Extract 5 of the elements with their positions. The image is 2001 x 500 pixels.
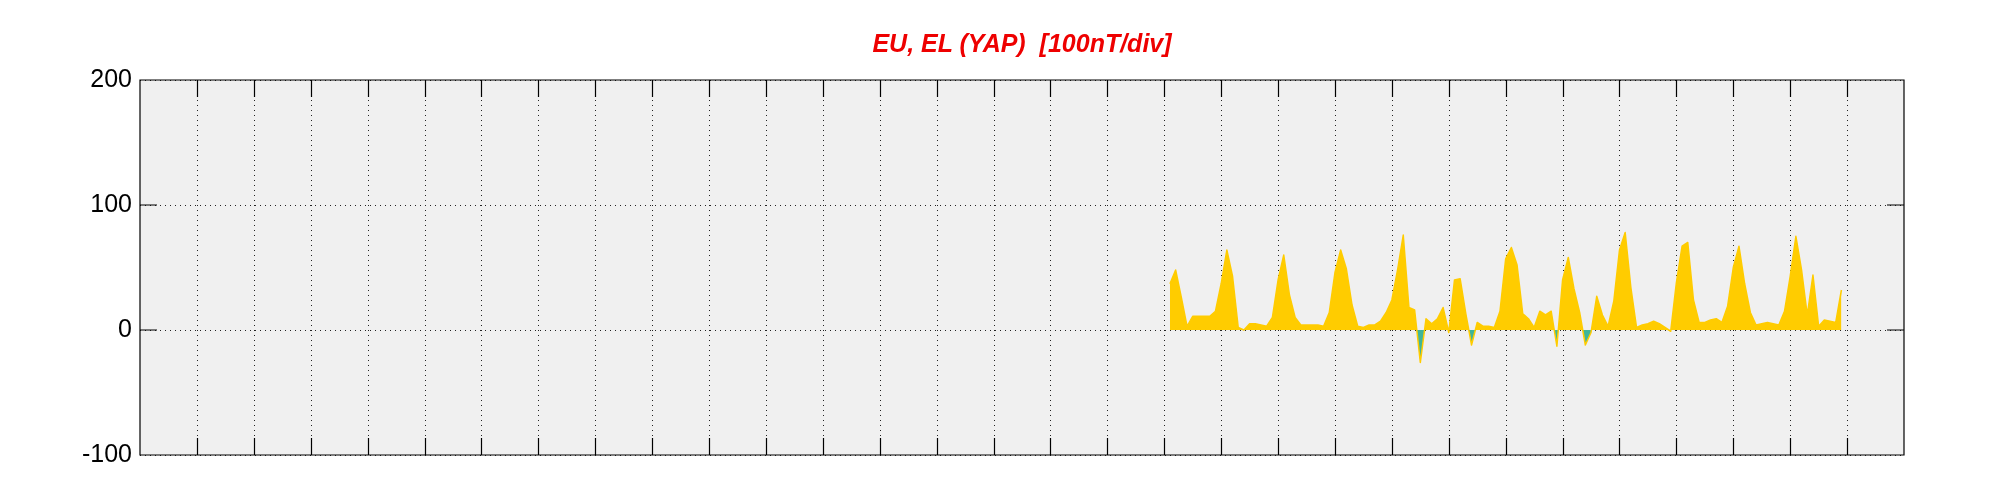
y-tick-label: 200 — [90, 63, 132, 92]
y-tick-label: -100 — [81, 438, 132, 467]
chart-title: EU, EL (YAP) [100nT/div] — [872, 28, 1174, 57]
y-tick-label: 100 — [90, 188, 132, 217]
y-tick-label: 0 — [118, 313, 132, 342]
